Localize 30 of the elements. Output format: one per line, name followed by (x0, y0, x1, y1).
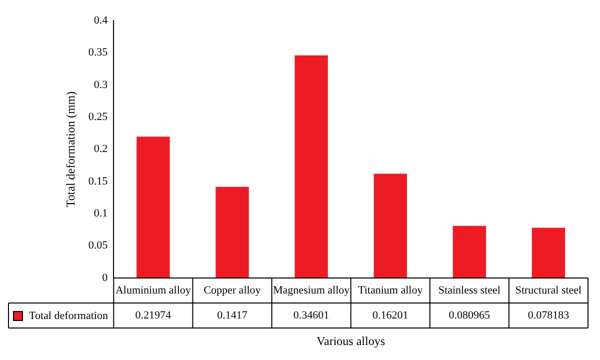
x-tick-label: Magnesium alloy (272, 284, 350, 296)
legend-label: Total deformation (29, 310, 108, 322)
x-tick-label: Copper alloy (204, 284, 262, 296)
y-axis-title: Total deformation (mm) (63, 91, 78, 208)
y-tick-label: 0.05 (88, 240, 108, 252)
bar (136, 136, 170, 278)
x-axis-title: Various alloys (316, 334, 386, 348)
y-tick-label: 0.15 (88, 175, 108, 188)
x-tick-label: Structural steel (515, 284, 582, 296)
y-tick-label: 0.2 (94, 143, 108, 156)
bar (374, 174, 407, 278)
y-tick-label: 0.25 (88, 111, 108, 124)
data-label: 0.34601 (293, 309, 330, 322)
bar (532, 228, 566, 278)
data-label: 0.1417 (217, 309, 248, 322)
x-tick-label: Aluminium alloy (115, 284, 192, 296)
y-tick-label: 0.1 (94, 208, 108, 220)
y-tick-label: 0 (102, 272, 108, 284)
y-tick-label: 0.4 (94, 14, 108, 26)
bar (294, 55, 328, 278)
y-tick-label: 0.3 (94, 78, 108, 91)
data-label: 0.080965 (448, 309, 491, 322)
bar (452, 226, 486, 278)
x-tick-label: Stainless steel (438, 284, 500, 296)
x-tick-label: Titanium alloy (358, 284, 424, 296)
y-tick-label: 0.35 (88, 46, 108, 59)
data-label: 0.21974 (135, 309, 172, 322)
data-label: 0.078183 (528, 309, 570, 322)
data-label: 0.16201 (372, 309, 408, 322)
bar (216, 186, 249, 278)
